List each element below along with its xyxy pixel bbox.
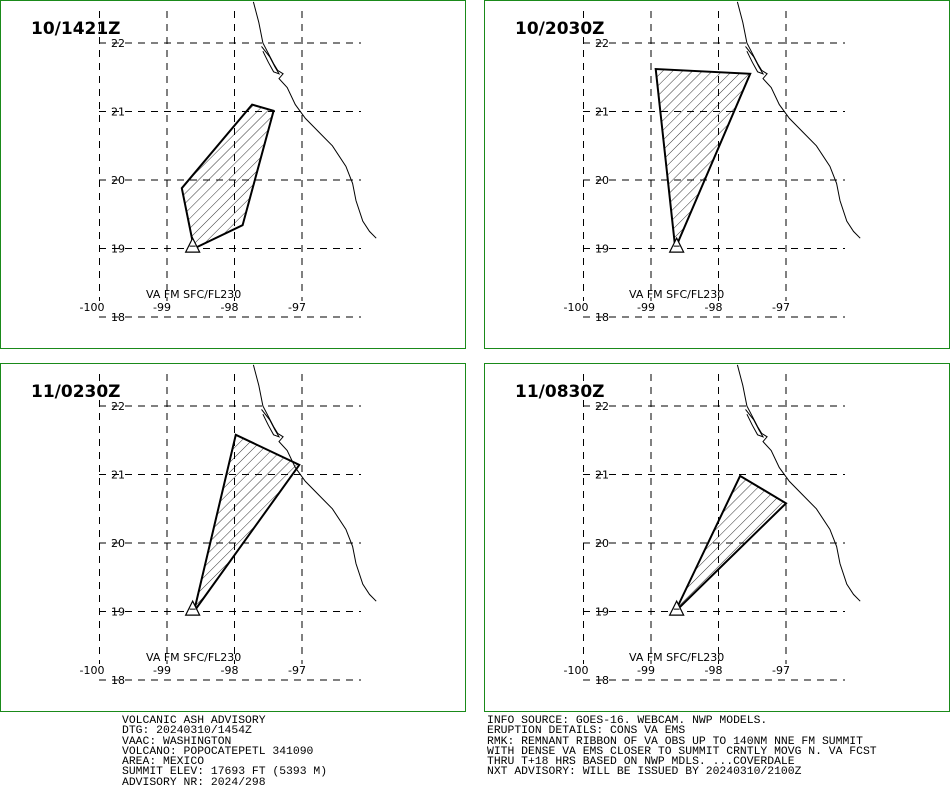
longitude-tick-label: -100 [80, 301, 105, 314]
latitude-tick-label: 18 [595, 311, 609, 324]
forecast-panel-2: 22 21 20 19 18 -100 -99 -98 -97 10/2030Z VA FM S… [484, 0, 950, 349]
longitude-tick-label: -98 [705, 664, 723, 677]
panel-time: 11/0830Z [515, 382, 605, 402]
longitude-tick-label: -100 [564, 664, 589, 677]
longitude-tick-label: -97 [288, 664, 306, 677]
panel-time: 10/1421Z [31, 19, 121, 39]
triangle-volcano-icon [670, 238, 684, 252]
ash-cloud-polygon [675, 476, 786, 612]
longitude-tick-label: -97 [772, 664, 790, 677]
ash-level-label: VA FM SFC/FL230 [629, 651, 724, 664]
latitude-tick-label: 20 [111, 174, 125, 187]
advisory-remarks: INFO SOURCE: GOES-16. WEBCAM. NWP MODELS… [487, 716, 877, 778]
longitude-tick-label: -98 [221, 301, 239, 314]
latitude-tick-label: 21 [595, 469, 609, 482]
latitude-tick-label: 19 [595, 243, 609, 256]
coastline-lagoon [746, 409, 764, 436]
coastline-lagoon [746, 46, 764, 73]
latitude-tick-label: 21 [111, 469, 125, 482]
ash-level-label: VA FM SFC/FL230 [629, 288, 724, 301]
latitude-tick-label: 18 [111, 311, 125, 324]
latitude-tick-label: 18 [111, 674, 125, 687]
ash-level-label: VA FM SFC/FL230 [146, 651, 241, 664]
longitude-tick-label: -99 [637, 664, 655, 677]
latitude-tick-label: 21 [111, 106, 125, 119]
panel-time: 10/2030Z [515, 19, 605, 39]
longitude-tick-label: -99 [637, 301, 655, 314]
latitude-tick-label: 21 [595, 106, 609, 119]
latitude-tick-label: 18 [595, 674, 609, 687]
ash-cloud-polygon [194, 435, 299, 612]
longitude-tick-label: -100 [564, 301, 589, 314]
forecast-panel-4: 22 21 20 19 18 -100 -99 -98 -97 11/0830Z VA FM S… [484, 363, 950, 712]
latitude-tick-label: 19 [111, 606, 125, 619]
ash-level-label: VA FM SFC/FL230 [146, 288, 241, 301]
longitude-tick-label: -97 [772, 301, 790, 314]
panel-time: 11/0230Z [31, 382, 121, 402]
coastline [737, 365, 860, 601]
longitude-tick-label: -98 [221, 664, 239, 677]
advisory-line: NXT ADVISORY: WILL BE ISSUED BY 20240310… [487, 767, 877, 777]
coastline [737, 2, 860, 238]
latitude-tick-label: 20 [595, 174, 609, 187]
longitude-tick-label: -99 [153, 664, 171, 677]
latitude-tick-label: 20 [595, 537, 609, 550]
advisory-line: ADVISORY NR: 2024/298 [122, 778, 327, 788]
latitude-tick-label: 19 [111, 243, 125, 256]
advisory-header: VOLCANIC ASH ADVISORY DTG: 20240310/1454… [122, 716, 327, 788]
coastline-lagoon [262, 409, 280, 436]
volcano-triangle [670, 238, 684, 252]
longitude-tick-label: -99 [153, 301, 171, 314]
ash-cloud-polygon [656, 69, 751, 249]
latitude-tick-label: 20 [111, 537, 125, 550]
coastline-lagoon [262, 46, 280, 73]
ash-cloud-polygon [182, 105, 274, 249]
forecast-panel-1: 22 21 20 19 18 -100 -99 -98 -97 10/1421Z VA FM S… [0, 0, 466, 349]
longitude-tick-label: -100 [80, 664, 105, 677]
longitude-tick-label: -97 [288, 301, 306, 314]
latitude-tick-label: 19 [595, 606, 609, 619]
forecast-panel-3: 22 21 20 19 18 -100 -99 -98 -97 11/0230Z VA FM S… [0, 363, 466, 712]
longitude-tick-label: -98 [705, 301, 723, 314]
